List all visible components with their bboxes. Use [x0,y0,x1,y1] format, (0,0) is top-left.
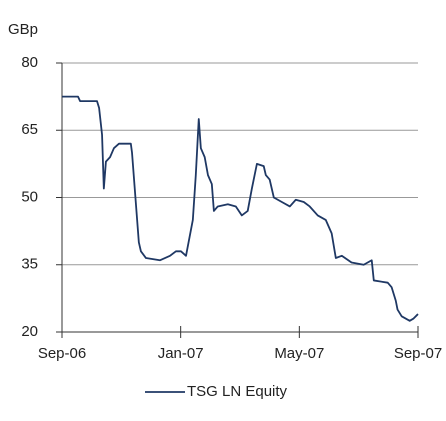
y-tick-label: 20 [21,323,38,340]
y-tick-label: 50 [21,188,38,205]
series-line [62,95,419,322]
x-tick-label: Sep-07 [394,345,442,362]
y-axis-label: GBp [8,21,38,38]
x-tick-label: Sep-06 [38,345,86,362]
x-tick-label: May-07 [274,345,324,362]
legend-label: TSG LN Equity [187,383,288,400]
y-tick-label: 65 [21,121,38,138]
x-tick-label: Jan-07 [158,345,204,362]
y-tick-label: 80 [21,54,38,71]
y-tick-label: 35 [21,256,38,273]
